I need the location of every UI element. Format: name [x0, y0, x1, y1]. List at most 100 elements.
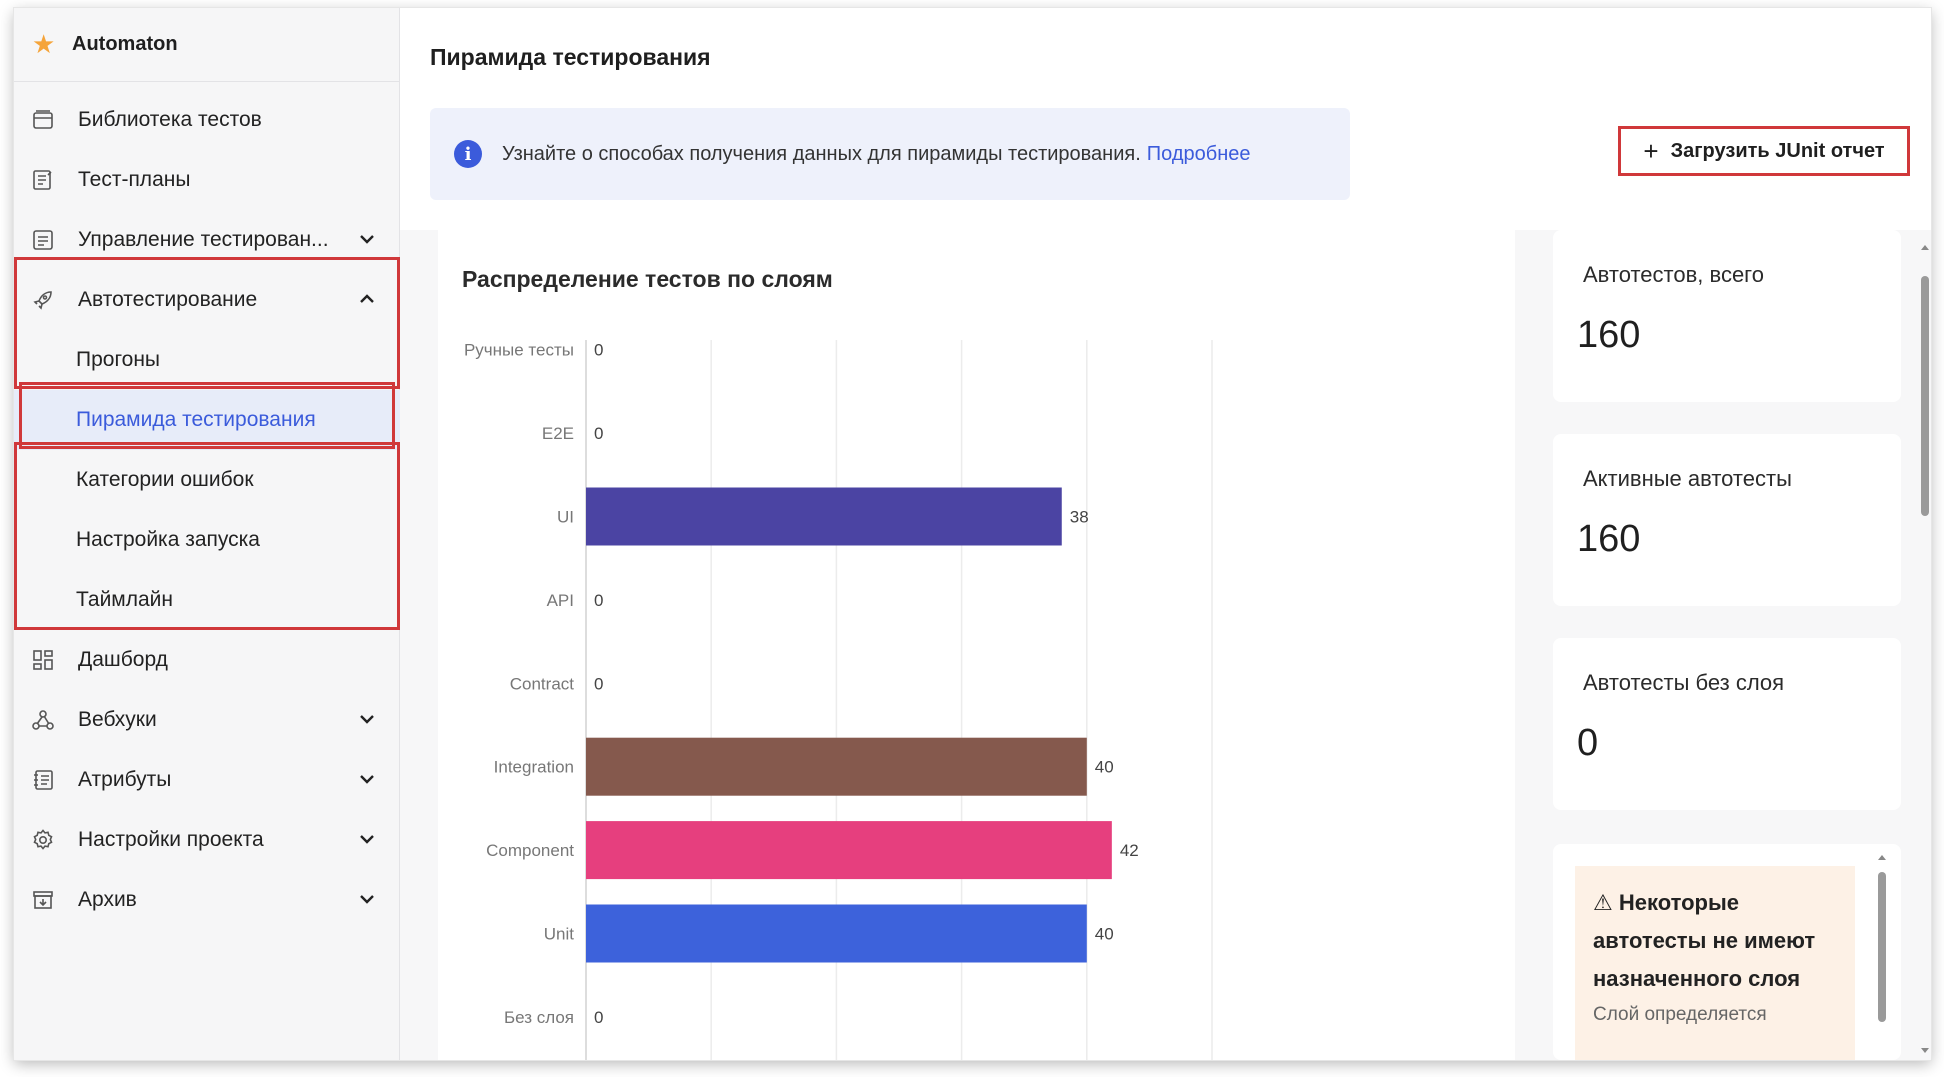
sidebar-item-label: Вебхуки: [78, 708, 157, 731]
gear-icon: [28, 825, 58, 855]
info-icon: i: [454, 140, 482, 168]
sidebar: ★ Automaton Библиотека тестов Тест-планы…: [14, 8, 400, 1060]
value-label: 0: [594, 341, 603, 360]
sidebar-item-error-categories[interactable]: Категории ошибок: [14, 450, 400, 510]
warning-card: ⚠ Некоторые автотесты не имеют назначенн…: [1553, 844, 1901, 1060]
sidebar-item-archive[interactable]: Архив: [14, 870, 400, 930]
stat-value: 160: [1577, 518, 1641, 560]
sidebar-item-label: Управление тестирован...: [78, 228, 329, 251]
category-label: Contract: [510, 674, 575, 693]
star-icon: ★: [32, 29, 56, 59]
value-label: 40: [1095, 758, 1114, 777]
warning-scrollbar[interactable]: [1876, 848, 1888, 1060]
value-label: 0: [594, 674, 603, 693]
dashboard-icon: [28, 645, 58, 675]
plus-icon: +: [1643, 135, 1659, 166]
info-text: Узнайте о способах получения данных для …: [502, 143, 1251, 166]
sidebar-item-project-settings[interactable]: Настройки проекта: [14, 810, 400, 870]
value-label: 40: [1095, 925, 1114, 944]
archive-icon: [28, 885, 58, 915]
sidebar-item-label: Архив: [78, 888, 137, 911]
sidebar-item-webhooks[interactable]: Вебхуки: [14, 690, 400, 750]
value-label: 0: [594, 591, 603, 610]
category-label: Без слоя: [504, 1008, 574, 1027]
sidebar-item-test-management[interactable]: Управление тестирован...: [14, 210, 400, 270]
value-label: 42: [1120, 841, 1139, 860]
warning-title: ⚠ Некоторые автотесты не имеют назначенн…: [1593, 884, 1837, 998]
upload-button-label: Загрузить JUnit отчет: [1670, 139, 1885, 162]
sidebar-item-label: Настройка запуска: [76, 528, 260, 551]
sidebar-item-label: Библиотека тестов: [78, 108, 262, 131]
stat-value: 160: [1577, 314, 1641, 356]
sidebar-item-launch-settings[interactable]: Настройка запуска: [14, 510, 400, 570]
sidebar-item-test-pyramid[interactable]: Пирамида тестирования: [14, 390, 400, 450]
value-label: 38: [1070, 508, 1089, 527]
main-scrollbar[interactable]: [1919, 238, 1931, 1060]
category-label: Integration: [494, 758, 574, 777]
app-window: ★ Automaton Библиотека тестов Тест-планы…: [14, 8, 1931, 1060]
info-banner: i Узнайте о способах получения данных дл…: [430, 108, 1350, 200]
stat-card-no-layer: Автотесты без слоя 0: [1553, 638, 1901, 810]
info-message: Узнайте о способах получения данных для …: [502, 142, 1141, 165]
info-link[interactable]: Подробнее: [1146, 142, 1251, 165]
stat-label: Активные автотесты: [1583, 466, 1792, 491]
sidebar-item-label: Пирамида тестирования: [76, 408, 316, 431]
upload-junit-button[interactable]: + Загрузить JUnit отчет: [1618, 126, 1910, 176]
main-content: Пирамида тестирования i Узнайте о способ…: [400, 8, 1931, 1060]
stat-value: 0: [1577, 722, 1599, 764]
sidebar-item-runs[interactable]: Прогоны: [14, 330, 400, 390]
project-header[interactable]: ★ Automaton: [14, 8, 399, 82]
bar-unit[interactable]: [586, 904, 1087, 963]
sidebar-item-label: Дашборд: [78, 648, 168, 671]
page-title: Пирамида тестирования: [430, 44, 711, 70]
sidebar-item-label: Категории ошибок: [76, 468, 254, 491]
chevron-down-icon[interactable]: [356, 888, 378, 910]
chevron-down-icon[interactable]: [356, 828, 378, 850]
chevron-down-icon[interactable]: [356, 768, 378, 790]
sidebar-item-timeline[interactable]: Таймлайн: [14, 570, 400, 630]
warning-box: ⚠ Некоторые автотесты не имеют назначенн…: [1575, 866, 1855, 1060]
test-plan-icon: [28, 165, 58, 195]
management-icon: [28, 225, 58, 255]
chevron-down-icon[interactable]: [356, 228, 378, 250]
sidebar-item-label: Таймлайн: [76, 588, 173, 611]
warning-icon: ⚠: [1593, 890, 1613, 915]
sidebar-item-dashboard[interactable]: Дашборд: [14, 630, 400, 690]
category-label: UI: [557, 508, 574, 527]
sidebar-item-attributes[interactable]: Атрибуты: [14, 750, 400, 810]
sidebar-item-label: Настройки проекта: [78, 828, 264, 851]
warning-subtitle: Слой определяется: [1593, 1004, 1767, 1025]
rocket-icon: [28, 285, 58, 315]
chart-title: Распределение тестов по слоям: [462, 266, 833, 292]
bar-component[interactable]: [586, 821, 1112, 880]
stat-label: Автотестов, всего: [1583, 262, 1764, 287]
stat-label: Автотесты без слоя: [1583, 670, 1785, 695]
category-label: E2E: [542, 424, 574, 443]
warning-title-text: Некоторые автотесты не имеют назначенног…: [1593, 890, 1816, 991]
value-label: 0: [594, 424, 603, 443]
value-label: 0: [594, 1008, 603, 1027]
bar-integration[interactable]: [586, 737, 1087, 796]
project-name: Automaton: [72, 33, 178, 55]
sidebar-item-label: Тест-планы: [78, 168, 191, 191]
attributes-icon: [28, 765, 58, 795]
chevron-down-icon[interactable]: [356, 708, 378, 730]
chart-card: Распределение тестов по слоям Ручные тес…: [438, 230, 1515, 1060]
sidebar-item-test-library[interactable]: Библиотека тестов: [14, 90, 400, 150]
sidebar-item-label: Прогоны: [76, 348, 161, 371]
chevron-up-icon[interactable]: [356, 288, 378, 310]
category-label: Ручные тесты: [464, 341, 574, 360]
bar-ui[interactable]: [586, 487, 1062, 546]
stat-card-active: Активные автотесты 160: [1553, 434, 1901, 606]
webhook-icon: [28, 705, 58, 735]
sidebar-item-autotesting[interactable]: Автотестирование: [14, 270, 400, 330]
layer-distribution-chart: Ручные тесты 0 E2E 0 UI 38 API 0 Contract 0 Integr…: [464, 340, 1213, 1060]
category-label: Component: [486, 841, 574, 860]
category-label: API: [547, 591, 574, 610]
sidebar-item-label: Автотестирование: [78, 288, 258, 311]
category-label: Unit: [544, 925, 575, 944]
sidebar-item-label: Атрибуты: [78, 768, 172, 791]
sidebar-item-test-plans[interactable]: Тест-планы: [14, 150, 400, 210]
stat-card-total: Автотестов, всего 160: [1553, 230, 1901, 402]
library-icon: [28, 105, 58, 135]
